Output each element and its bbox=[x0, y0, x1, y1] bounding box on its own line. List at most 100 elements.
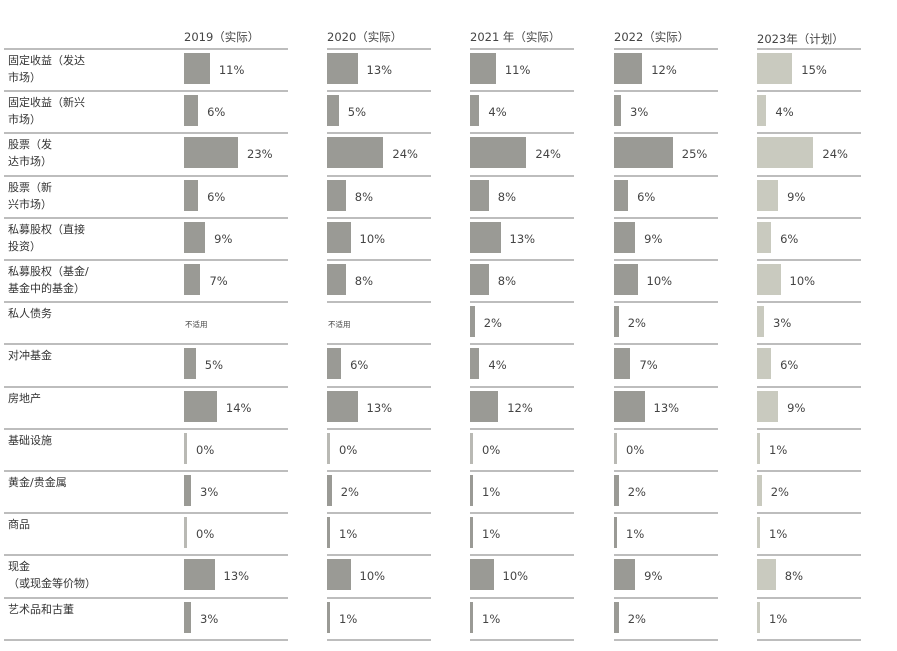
value-label: 6% bbox=[637, 189, 656, 204]
bar bbox=[470, 95, 480, 127]
value-label: 6% bbox=[207, 105, 226, 120]
column-header: 2021 年（实际） bbox=[470, 30, 561, 44]
value-label: 1% bbox=[482, 527, 501, 542]
bar bbox=[757, 348, 772, 380]
row-label-line: 股票（发 bbox=[8, 138, 52, 152]
row-separator bbox=[757, 427, 861, 430]
row-separator bbox=[614, 48, 718, 50]
column-header: 2023年（计划） bbox=[757, 32, 844, 46]
bar bbox=[470, 221, 501, 253]
value-label: 7% bbox=[639, 358, 658, 373]
row-separator bbox=[470, 427, 574, 430]
value-label: 3% bbox=[200, 611, 219, 626]
row-separator bbox=[4, 385, 288, 388]
value-label: 15% bbox=[801, 63, 827, 77]
row-separator bbox=[614, 512, 718, 515]
row-label: 固定收益（发达 市场） bbox=[8, 52, 178, 86]
row-separator bbox=[757, 259, 861, 261]
row-separator bbox=[757, 174, 861, 177]
value-label: 0% bbox=[196, 442, 215, 457]
row-separator bbox=[470, 470, 574, 472]
bar bbox=[327, 221, 351, 253]
value-label: 3% bbox=[200, 485, 219, 499]
row-separator bbox=[470, 174, 574, 177]
row-separator bbox=[327, 638, 431, 641]
value-label: 25% bbox=[681, 147, 708, 162]
value-label: 4% bbox=[488, 358, 507, 373]
bar bbox=[327, 601, 330, 633]
value-label: 10% bbox=[359, 569, 386, 584]
row-label-line: 兴市场） bbox=[8, 197, 52, 211]
bar bbox=[757, 306, 765, 338]
row-separator bbox=[4, 259, 288, 261]
value-label: 24% bbox=[822, 147, 848, 162]
bar bbox=[757, 432, 760, 464]
row-label-line: 市场） bbox=[8, 113, 41, 127]
bar bbox=[184, 432, 187, 464]
value-label: 6% bbox=[350, 358, 369, 373]
row-separator bbox=[4, 470, 288, 472]
row-separator bbox=[327, 301, 431, 304]
bar bbox=[614, 517, 617, 549]
bar bbox=[614, 179, 629, 211]
bar bbox=[327, 348, 342, 380]
value-label: 1% bbox=[626, 527, 645, 542]
row-separator bbox=[327, 48, 431, 50]
bar bbox=[614, 264, 638, 295]
row-separator bbox=[470, 596, 574, 599]
value-label: 8% bbox=[354, 274, 374, 288]
bar bbox=[757, 53, 793, 84]
value-label: 4% bbox=[775, 105, 794, 120]
bar bbox=[757, 517, 760, 549]
bar bbox=[184, 95, 199, 127]
row-label-line: 商品 bbox=[8, 518, 30, 532]
row-separator bbox=[470, 301, 574, 304]
row-separator bbox=[327, 470, 431, 472]
row-separator bbox=[327, 596, 431, 599]
row-separator bbox=[614, 427, 718, 430]
value-label: 2% bbox=[770, 485, 789, 499]
row-separator bbox=[327, 132, 431, 135]
value-label: 10% bbox=[646, 274, 673, 288]
bar bbox=[614, 137, 673, 169]
row-label-line: 艺术品和古董 bbox=[8, 602, 74, 616]
value-label: 8% bbox=[497, 189, 517, 204]
row-separator bbox=[327, 385, 431, 388]
row-label-line: 私募股权（基金/ bbox=[8, 265, 89, 278]
row-separator bbox=[757, 638, 861, 641]
value-label: 13% bbox=[223, 569, 250, 584]
bar bbox=[757, 264, 781, 295]
row-separator bbox=[4, 174, 288, 177]
bar bbox=[184, 137, 239, 169]
row-separator bbox=[757, 343, 861, 346]
row-separator bbox=[327, 554, 431, 557]
row-separator bbox=[614, 385, 718, 388]
row-separator bbox=[327, 174, 431, 177]
bar bbox=[184, 179, 199, 211]
row-separator bbox=[614, 470, 718, 472]
row-separator bbox=[327, 90, 431, 93]
bar bbox=[184, 53, 210, 84]
bar bbox=[757, 95, 767, 127]
bar bbox=[470, 264, 489, 295]
row-separator bbox=[470, 638, 574, 641]
value-label: 10% bbox=[789, 274, 816, 288]
row-separator bbox=[757, 385, 861, 388]
row-label: 固定收益（新兴 市场） bbox=[8, 94, 178, 128]
value-label: 10% bbox=[502, 569, 529, 584]
value-label: 7% bbox=[209, 274, 228, 288]
row-separator bbox=[4, 427, 288, 430]
row-separator bbox=[757, 216, 861, 219]
row-label-line: 基金中的基金） bbox=[8, 282, 85, 295]
value-label: 11% bbox=[218, 63, 245, 77]
bar bbox=[327, 475, 332, 506]
row-separator bbox=[470, 216, 574, 219]
bar bbox=[470, 137, 527, 169]
value-label: 1% bbox=[769, 527, 788, 542]
row-separator bbox=[470, 48, 574, 50]
row-label: 商品 bbox=[8, 516, 178, 533]
value-label: 6% bbox=[207, 189, 226, 204]
row-label: 房地产 bbox=[8, 390, 178, 407]
value-label: 2% bbox=[340, 485, 359, 499]
